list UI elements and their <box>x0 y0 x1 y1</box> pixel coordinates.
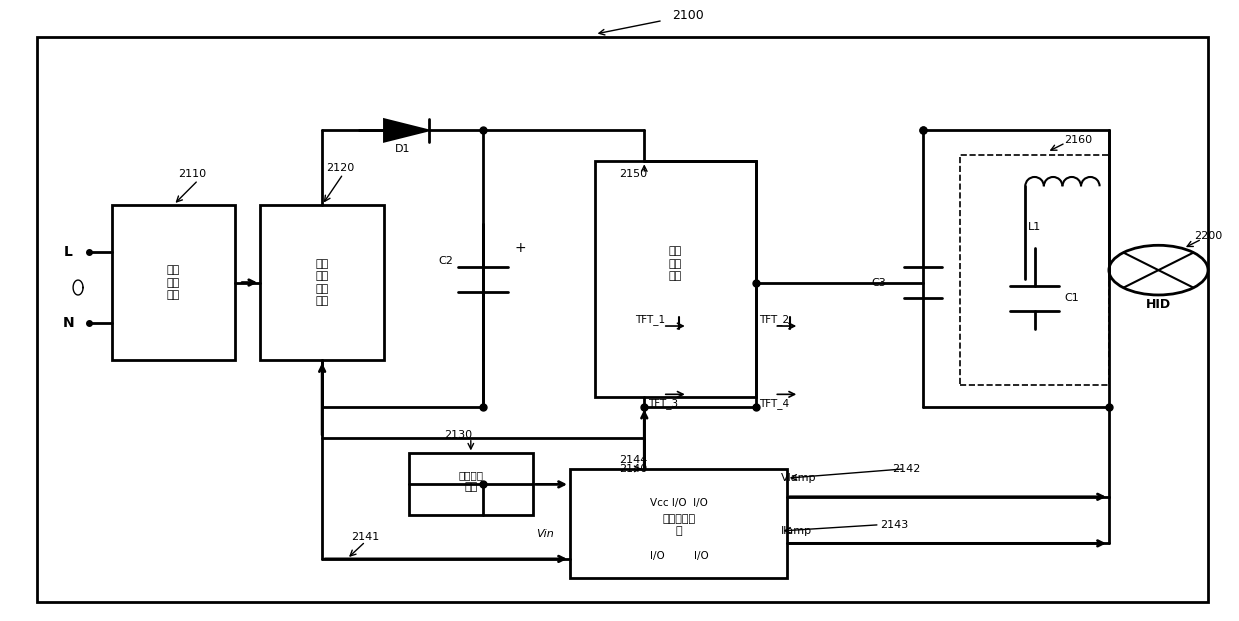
Text: 2130: 2130 <box>445 430 472 440</box>
Text: 单元: 单元 <box>465 483 477 492</box>
Text: 2142: 2142 <box>892 464 921 474</box>
Text: 2120: 2120 <box>327 163 354 173</box>
Text: TFT_1: TFT_1 <box>636 314 665 325</box>
Text: TFT_4: TFT_4 <box>760 398 789 409</box>
FancyBboxPatch shape <box>595 161 756 397</box>
FancyBboxPatch shape <box>37 37 1208 602</box>
Text: 元: 元 <box>675 526 683 536</box>
Text: 单元: 单元 <box>167 290 180 300</box>
Text: 2143: 2143 <box>880 520 908 530</box>
Text: HID: HID <box>1146 298 1171 310</box>
Text: 滤波: 滤波 <box>167 278 180 288</box>
Text: TFT_2: TFT_2 <box>760 314 789 325</box>
Text: 单元: 单元 <box>316 296 328 306</box>
Text: 单元: 单元 <box>669 271 681 281</box>
Text: L: L <box>63 245 73 258</box>
Text: 校正: 校正 <box>316 284 328 294</box>
Text: 2150: 2150 <box>620 169 648 179</box>
Text: 2141: 2141 <box>352 532 379 542</box>
Text: 2200: 2200 <box>1194 231 1222 241</box>
Text: 2160: 2160 <box>1064 135 1092 145</box>
Text: 2100: 2100 <box>672 9 704 22</box>
Polygon shape <box>384 119 429 142</box>
Text: 2110: 2110 <box>178 169 206 179</box>
Text: 整流: 整流 <box>167 265 180 275</box>
Text: 功率: 功率 <box>316 259 328 269</box>
Text: C3: C3 <box>871 278 886 288</box>
Text: 2140: 2140 <box>620 464 648 474</box>
Text: L1: L1 <box>1028 222 1041 232</box>
Text: C1: C1 <box>1064 293 1079 303</box>
FancyBboxPatch shape <box>260 205 384 360</box>
Text: Vcc I/O  I/O: Vcc I/O I/O <box>650 498 707 508</box>
FancyBboxPatch shape <box>570 469 787 578</box>
Text: Vin: Vin <box>536 529 554 539</box>
FancyBboxPatch shape <box>112 205 235 360</box>
Text: 驱动: 驱动 <box>669 259 681 269</box>
Text: C2: C2 <box>439 256 453 266</box>
Text: 因数: 因数 <box>316 271 328 281</box>
Text: Ilamp: Ilamp <box>781 526 812 536</box>
Text: N: N <box>62 316 74 330</box>
FancyBboxPatch shape <box>409 453 533 515</box>
Text: D1: D1 <box>395 144 410 154</box>
Text: 2144: 2144 <box>620 455 648 465</box>
FancyBboxPatch shape <box>960 155 1109 385</box>
Text: Vlamp: Vlamp <box>781 473 817 483</box>
Text: +: + <box>514 242 527 255</box>
Text: 微控制器单: 微控制器单 <box>663 514 695 524</box>
Text: TFT_3: TFT_3 <box>648 398 678 409</box>
Text: 全桥: 全桥 <box>669 247 681 256</box>
Text: I/O         I/O: I/O I/O <box>649 551 709 561</box>
Text: 开关电源: 开关电源 <box>458 470 483 480</box>
